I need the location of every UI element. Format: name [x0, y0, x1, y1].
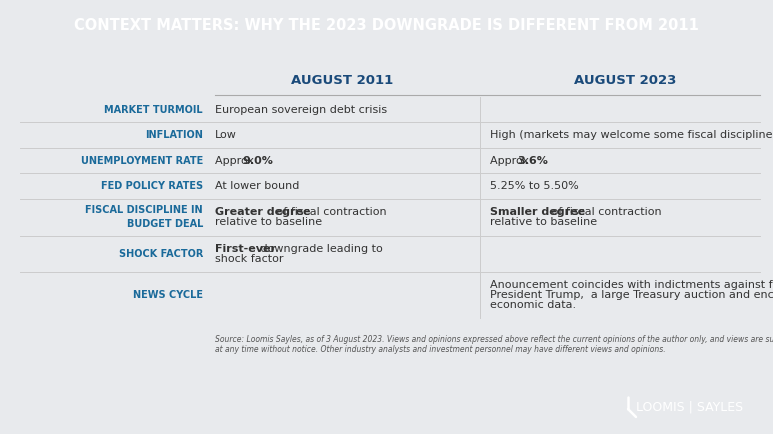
Text: AUGUST 2023: AUGUST 2023	[574, 73, 676, 86]
Text: economic data.: economic data.	[490, 300, 576, 310]
Text: Smaller degree: Smaller degree	[490, 207, 585, 217]
Text: 9.0%: 9.0%	[242, 156, 273, 166]
Text: relative to baseline: relative to baseline	[215, 217, 322, 227]
Text: SHOCK FACTOR: SHOCK FACTOR	[118, 249, 203, 259]
Text: NEWS CYCLE: NEWS CYCLE	[133, 290, 203, 300]
Text: of fiscal contraction: of fiscal contraction	[273, 207, 386, 217]
Text: Approx: Approx	[215, 156, 257, 166]
Text: INFLATION: INFLATION	[145, 130, 203, 140]
Text: shock factor: shock factor	[215, 254, 284, 264]
Text: BUDGET DEAL: BUDGET DEAL	[127, 219, 203, 229]
Text: Source: Loomis Sayles, as of 3 August 2023. Views and opinions expressed above r: Source: Loomis Sayles, as of 3 August 20…	[215, 335, 773, 345]
Text: European sovereign debt crisis: European sovereign debt crisis	[215, 105, 387, 115]
Text: relative to baseline: relative to baseline	[490, 217, 597, 227]
Text: downgrade leading to: downgrade leading to	[257, 244, 383, 254]
Text: 5.25% to 5.50%: 5.25% to 5.50%	[490, 181, 579, 191]
Text: Approx: Approx	[490, 156, 533, 166]
Text: MARKET TURMOIL: MARKET TURMOIL	[104, 105, 203, 115]
Text: FED POLICY RATES: FED POLICY RATES	[100, 181, 203, 191]
Text: At lower bound: At lower bound	[215, 181, 299, 191]
Text: AUGUST 2011: AUGUST 2011	[291, 73, 393, 86]
Text: CONTEXT MATTERS: WHY THE 2023 DOWNGRADE IS DIFFERENT FROM 2011: CONTEXT MATTERS: WHY THE 2023 DOWNGRADE …	[74, 19, 699, 33]
Text: of fiscal contraction: of fiscal contraction	[548, 207, 662, 217]
Text: Anouncement coincides with indictments against former: Anouncement coincides with indictments a…	[490, 280, 773, 290]
Text: UNEMPLOYMENT RATE: UNEMPLOYMENT RATE	[80, 156, 203, 166]
Text: President Trump,  a large Treasury auction and encouraging: President Trump, a large Treasury auctio…	[490, 290, 773, 300]
Text: First-ever: First-ever	[215, 244, 276, 254]
Text: FISCAL DISCIPLINE IN: FISCAL DISCIPLINE IN	[85, 205, 203, 215]
Text: LOOMIS | SAYLES: LOOMIS | SAYLES	[636, 401, 744, 414]
Text: Greater degree: Greater degree	[215, 207, 311, 217]
Text: 3.6%: 3.6%	[517, 156, 548, 166]
Text: Low: Low	[215, 130, 237, 140]
Text: High (markets may welcome some fiscal discipline): High (markets may welcome some fiscal di…	[490, 130, 773, 140]
Text: at any time without notice. Other industry analysts and investment personnel may: at any time without notice. Other indust…	[215, 345, 666, 355]
